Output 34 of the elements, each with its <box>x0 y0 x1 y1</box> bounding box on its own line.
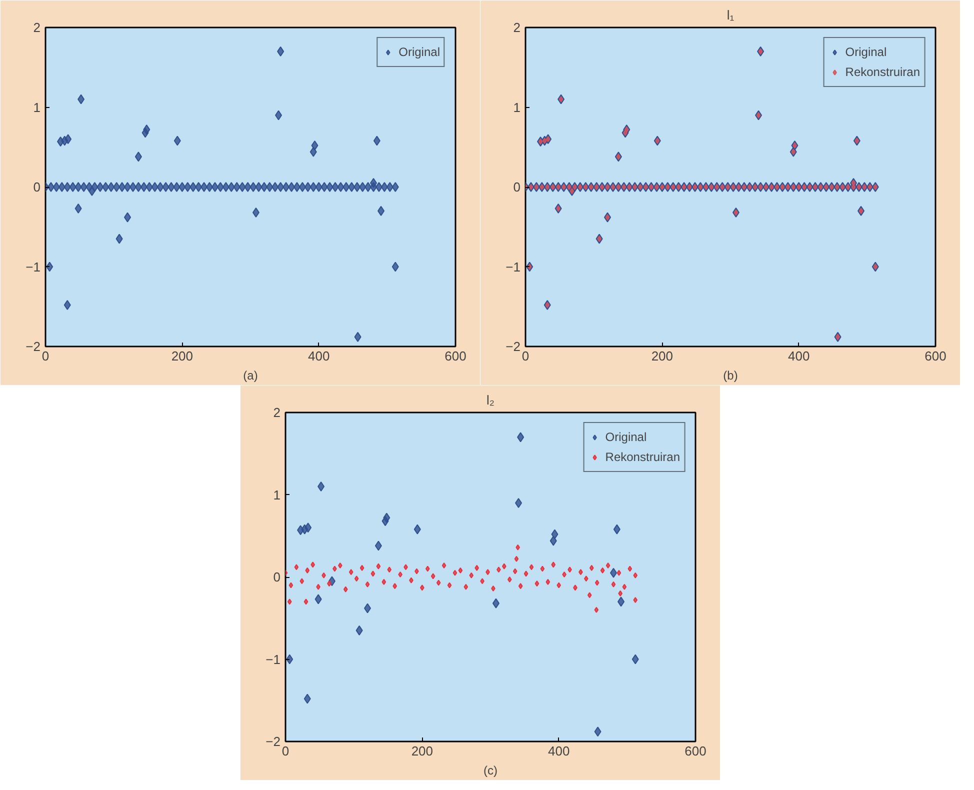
x-tick-label: 200 <box>171 348 194 364</box>
x-axis-title: (b) <box>723 368 738 382</box>
x-tick-label: 400 <box>788 348 810 364</box>
legend-label: Rekonstruiran <box>845 65 920 79</box>
y-tick-label: 0 <box>33 180 41 194</box>
legend-label: Original <box>398 45 440 59</box>
y-tick-label: 2 <box>273 405 281 420</box>
legend-label: Rekonstruiran <box>605 450 680 464</box>
x-tick-label: 600 <box>684 744 706 758</box>
y-tick-label: 2 <box>33 20 41 35</box>
chart-title: l₂ <box>486 392 494 408</box>
y-tick-label: 1 <box>33 100 41 115</box>
x-tick-label: 400 <box>548 744 570 758</box>
chart-title: l₁ <box>726 8 735 22</box>
y-tick-label: 1 <box>273 487 281 502</box>
x-tick-label: 400 <box>308 348 330 364</box>
y-tick-label: 2 <box>513 20 521 35</box>
y-tick-label: −1 <box>506 259 521 274</box>
y-tick-label: −2 <box>266 734 281 749</box>
legend-label: Original <box>845 45 887 59</box>
x-tick-label: 200 <box>411 744 434 758</box>
y-tick-label: 0 <box>273 570 281 584</box>
x-tick-label: 600 <box>924 348 946 364</box>
y-tick-label: −2 <box>26 339 41 354</box>
y-tick-label: −1 <box>266 652 281 667</box>
x-tick-label: 200 <box>651 348 674 364</box>
x-tick-label: 600 <box>444 348 466 364</box>
y-tick-label: −1 <box>26 259 41 274</box>
y-tick-label: −2 <box>506 339 521 354</box>
x-axis-title: (c) <box>484 764 498 778</box>
legend-label: Original <box>605 430 647 444</box>
x-axis-title: (a) <box>243 368 258 382</box>
y-tick-label: 0 <box>513 180 521 194</box>
y-tick-label: 1 <box>513 100 521 115</box>
